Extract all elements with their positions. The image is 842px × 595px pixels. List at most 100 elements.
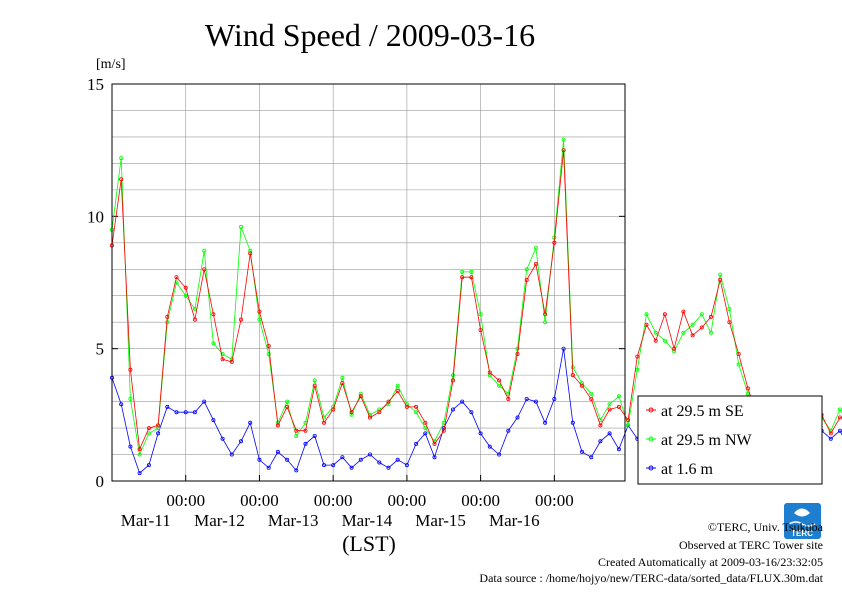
data-point [432,455,437,460]
data-point [275,423,280,428]
data-point [202,248,207,253]
data-point [432,441,437,446]
data-point [146,463,151,468]
data-point [312,383,317,388]
data-point [367,452,372,457]
data-point [358,457,363,462]
data-point [303,428,308,433]
plot-frame [111,83,626,482]
data-point [238,224,243,229]
data-point [146,431,151,436]
data-point [377,460,382,465]
data-point [460,269,465,274]
data-point [469,410,474,415]
data-point [745,386,750,391]
data-point [257,309,262,314]
data-point [386,402,391,407]
data-point [257,317,262,322]
data-point [543,320,548,325]
x-tick-time: 00:00 [388,491,427,510]
data-point [220,436,225,441]
data-point [616,394,621,399]
x-tick-date: Mar-16 [489,511,540,530]
logo-background [784,503,821,539]
data-point [285,404,290,409]
data-point [119,402,124,407]
data-point [220,351,225,356]
data-point [487,370,492,375]
data-point [589,391,594,396]
data-point [220,357,225,362]
data-point [598,439,603,444]
legend-box [637,395,823,485]
y-axis-unit: [m/s] [96,57,126,72]
data-point [248,248,253,253]
x-tick-time: 00:00 [240,491,279,510]
legend-label: at 29.5 m NW [661,432,753,449]
data-point [626,418,631,423]
data-point [303,441,308,446]
data-point [312,433,317,438]
data-point [349,412,354,417]
x-tick-time: 00:00 [461,491,500,510]
data-point [653,338,658,343]
data-point [616,447,621,452]
data-point [635,354,640,359]
data-point [211,418,216,423]
data-point [294,428,299,433]
chart-title: Wind Speed / 2009-03-16 [205,17,535,53]
data-point [192,317,197,322]
data-point [294,468,299,473]
data-point [450,407,455,412]
x-tick-date: Mar-12 [194,511,245,530]
data-point [589,396,594,401]
data-point [211,341,216,346]
data-point [727,306,732,311]
data-point [128,444,133,449]
data-point [377,407,382,412]
series-line [111,150,842,451]
data-point [340,381,345,386]
data-point [644,312,649,317]
data-point [497,378,502,383]
data-point [137,452,142,457]
data-point [285,399,290,404]
legend-label: at 1.6 m [661,461,714,478]
data-point [552,396,557,401]
x-tick-date: Mar-11 [121,511,171,530]
data-point [395,457,400,462]
y-tick-label: 0 [96,472,105,491]
data-point [828,436,833,441]
data-point [414,441,419,446]
data-point [128,396,133,401]
data-point [423,431,428,436]
wave-icon [788,521,816,527]
y-tick-label: 15 [87,75,104,94]
data-point [487,373,492,378]
data-point [183,285,188,290]
data-point [506,428,511,433]
data-point [506,391,511,396]
data-point [598,423,603,428]
data-point [690,322,695,327]
data-point [580,449,585,454]
data-point [736,362,741,367]
data-point [340,375,345,380]
data-point [312,378,317,383]
data-point [285,457,290,462]
data-point [681,309,686,314]
data-point [570,373,575,378]
data-point [414,404,419,409]
data-point [248,420,253,425]
data-point [275,449,280,454]
data-point [533,399,538,404]
data-point [404,404,409,409]
data-point [580,383,585,388]
data-point [543,312,548,317]
data-point [561,137,566,142]
x-tick-time: 00:00 [314,491,353,510]
data-point [377,410,382,415]
data-point [662,338,667,343]
data-point [561,148,566,153]
